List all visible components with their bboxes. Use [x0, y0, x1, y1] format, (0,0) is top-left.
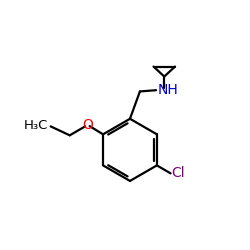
Text: O: O [82, 118, 93, 132]
Text: H₃C: H₃C [24, 118, 48, 132]
Text: NH: NH [157, 83, 178, 97]
Text: Cl: Cl [172, 166, 185, 180]
